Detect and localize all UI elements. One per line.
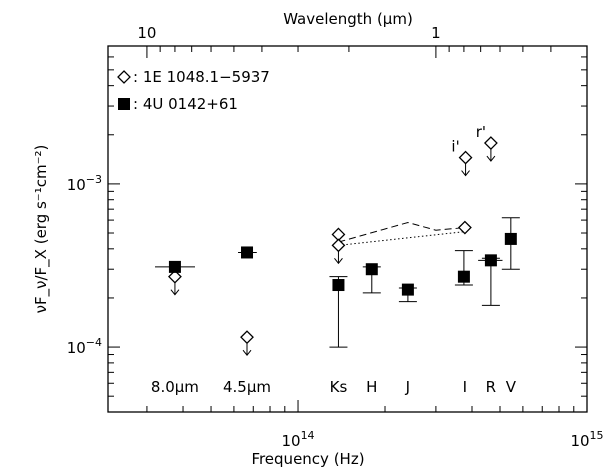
x-tick-label: 1015 xyxy=(570,429,603,450)
upper-limit-arrowhead xyxy=(486,155,496,162)
legend: : 1E 1048.1−5937 : 4U 0142+61 xyxy=(117,68,270,113)
point-label: r' xyxy=(476,123,486,141)
upper-limit-arrowhead xyxy=(242,349,252,356)
top-tick-label: 10 xyxy=(137,24,156,42)
open-diamond-marker xyxy=(331,238,346,253)
filled-square-marker xyxy=(168,260,181,273)
filled-square-marker xyxy=(484,254,497,267)
axis-ticks xyxy=(108,45,588,413)
open-diamond-marker xyxy=(458,150,473,165)
axis-tick-labels: 1014 1015 10−4 10−3 10 1 xyxy=(67,24,604,450)
upper-limit-arrowhead xyxy=(461,170,470,177)
model-curves xyxy=(338,221,465,246)
filled-square-marker xyxy=(401,283,414,296)
band-label: I xyxy=(463,378,467,396)
point-label: i' xyxy=(451,138,459,156)
plot-frame xyxy=(107,45,588,413)
dotted-curve xyxy=(338,231,465,246)
x-tick-label: 1014 xyxy=(281,429,314,450)
filled-square-marker xyxy=(504,232,517,245)
band-label: R xyxy=(486,378,496,396)
filled-square-marker xyxy=(365,263,378,276)
open-diamond-marker xyxy=(117,70,131,84)
open-diamond-marker xyxy=(483,136,498,150)
y-tick-label: 10−4 xyxy=(67,336,102,357)
filled-square-marker xyxy=(457,270,470,283)
band-label: 4.5μm xyxy=(223,378,271,396)
y-tick-label: 10−3 xyxy=(67,173,102,194)
open-diamond-marker xyxy=(240,330,254,345)
band-label: H xyxy=(366,378,377,396)
top-axis-label: Wavelength (μm) xyxy=(283,10,413,28)
filled-square-marker xyxy=(241,246,254,259)
band-label: 8.0μm xyxy=(151,378,199,396)
data-points xyxy=(155,136,520,356)
band-label: J xyxy=(405,378,410,396)
legend-label: : 1E 1048.1−5937 xyxy=(133,68,270,86)
dashed-curve xyxy=(338,221,465,243)
top-tick-label: 1 xyxy=(431,24,441,42)
open-diamond-marker xyxy=(457,220,472,235)
x-axis-label: Frequency (Hz) xyxy=(251,450,364,468)
upper-limit-arrowhead xyxy=(170,289,180,296)
open-diamond-marker xyxy=(168,269,182,284)
annotations: 8.0μm 4.5μm Ks H J I R Vi' r' xyxy=(151,123,517,396)
filled-square-marker xyxy=(118,98,130,110)
upper-limit-arrowhead xyxy=(334,258,343,265)
band-label: Ks xyxy=(330,378,348,396)
filled-square-marker xyxy=(332,279,345,292)
band-label: V xyxy=(506,378,517,396)
legend-label: : 4U 0142+61 xyxy=(133,95,238,113)
y-axis-label: νF_ν/F_X (erg s⁻¹cm⁻²) xyxy=(32,145,51,314)
